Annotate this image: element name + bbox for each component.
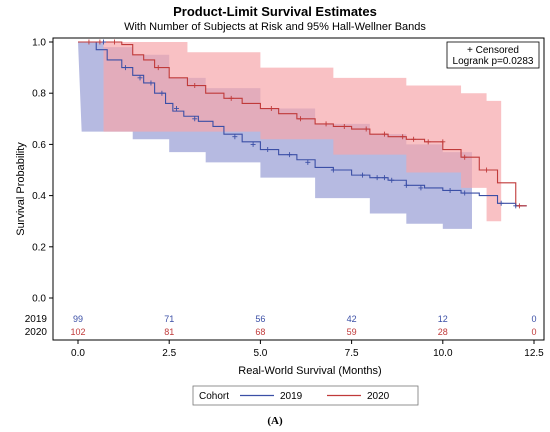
- risk-row-label-2020: 2020: [25, 327, 48, 338]
- risk-count: 0: [531, 314, 536, 324]
- censored-mark-2020: [155, 65, 161, 71]
- plot-area: + Censored Logrank p=0.0283 2019 99 71 56 42…: [25, 37, 545, 341]
- censored-mark-2019: [447, 187, 453, 193]
- censored-label: + Censored: [467, 45, 519, 56]
- x-axis: 0.0 2.5 5.0 7.5 10.0 12.5: [71, 340, 544, 359]
- censored-mark-2020: [462, 154, 468, 160]
- x-tick-label: 5.0: [253, 348, 267, 359]
- censored-mark-2019: [381, 175, 387, 181]
- risk-table: 2019 99 71 56 42 12 0 2020 102 81 68 59 28 0: [25, 314, 537, 338]
- risk-count: 99: [73, 314, 83, 324]
- risk-count: 68: [255, 327, 265, 337]
- logrank-label: Logrank p=0.0283: [453, 56, 534, 67]
- censored-mark-2019: [265, 147, 271, 153]
- censored-mark-2020: [97, 39, 103, 45]
- risk-count: 42: [347, 314, 357, 324]
- censored-mark-2020: [341, 123, 347, 129]
- censored-mark-2020: [411, 136, 417, 142]
- censored-mark-2019: [148, 80, 154, 86]
- censored-mark-2020: [298, 116, 304, 122]
- censored-mark-2019: [462, 190, 468, 196]
- censored-mark-2020: [400, 134, 406, 140]
- y-axis: 0.0 0.2 0.4 0.6 0.8 1.0: [32, 38, 53, 305]
- risk-count: 0: [531, 327, 536, 337]
- legend-label-2019: 2019: [280, 391, 303, 402]
- censored-mark-2019: [137, 75, 143, 81]
- risk-count: 12: [438, 314, 448, 324]
- chart-subtitle: With Number of Subjects at Risk and 95% …: [124, 21, 426, 33]
- censored-mark-2019: [232, 134, 238, 140]
- y-tick-label: 0.4: [32, 191, 46, 202]
- censored-mark-2019: [389, 177, 395, 183]
- inset-box: + Censored Logrank p=0.0283: [446, 41, 540, 69]
- censored-mark-2019: [403, 182, 409, 188]
- censored-mark-2019: [360, 172, 366, 178]
- y-tick-label: 0.0: [32, 294, 46, 305]
- risk-count: 59: [347, 327, 357, 337]
- censored-mark-2019: [498, 200, 504, 206]
- censored-mark-2019: [250, 141, 256, 147]
- risk-count: 102: [70, 327, 85, 337]
- censored-mark-2020: [440, 139, 446, 145]
- x-tick-label: 7.5: [345, 348, 359, 359]
- censored-mark-2019: [330, 167, 336, 173]
- plot-frame: [52, 37, 545, 341]
- risk-count: 28: [438, 327, 448, 337]
- x-axis-label: Real-World Survival (Months): [238, 365, 381, 377]
- censored-mark-2020: [381, 131, 387, 137]
- inset-frame: [446, 41, 540, 69]
- censored-mark-2020: [363, 126, 369, 132]
- censored-mark-2019: [374, 175, 380, 181]
- censored-mark-2019: [287, 152, 293, 158]
- y-tick-label: 0.2: [32, 242, 46, 253]
- censored-mark-2020: [86, 39, 92, 45]
- censored-marks: [86, 39, 522, 209]
- censored-mark-2020: [192, 83, 198, 89]
- censored-mark-2020: [516, 203, 522, 209]
- censored-mark-2019: [173, 106, 179, 112]
- band-2020: [103, 42, 502, 242]
- censored-mark-2019: [418, 185, 424, 191]
- y-tick-label: 0.6: [32, 140, 46, 151]
- censored-mark-2019: [122, 65, 128, 71]
- x-tick-label: 0.0: [71, 348, 85, 359]
- y-tick-label: 0.8: [32, 89, 46, 100]
- x-tick-label: 10.0: [433, 348, 453, 359]
- y-tick-label: 1.0: [32, 38, 46, 49]
- censored-mark-2020: [268, 106, 274, 112]
- censored-mark-2020: [111, 39, 117, 45]
- risk-row-label-2019: 2019: [25, 314, 48, 325]
- figure-caption: (A): [267, 415, 283, 427]
- censored-mark-2020: [425, 139, 431, 145]
- y-axis-label: Survival Probability: [15, 142, 27, 236]
- risk-count: 81: [164, 327, 174, 337]
- legend: Cohort 2019 2020: [192, 385, 419, 406]
- x-tick-label: 2.5: [162, 348, 176, 359]
- risk-count: 56: [255, 314, 265, 324]
- confidence-bands: [78, 42, 502, 242]
- censored-mark-2019: [305, 159, 311, 165]
- censored-mark-2019: [192, 116, 198, 122]
- censored-mark-2020: [228, 95, 234, 101]
- legend-title: Cohort: [199, 391, 229, 402]
- legend-label-2020: 2020: [367, 391, 390, 402]
- risk-count: 71: [164, 314, 174, 324]
- censored-mark-2019: [159, 90, 165, 96]
- censored-mark-2020: [484, 167, 490, 173]
- x-tick-label: 12.5: [524, 348, 544, 359]
- chart-title: Product-Limit Survival Estimates: [173, 4, 377, 19]
- censored-mark-2020: [323, 121, 329, 127]
- legend-frame: [192, 385, 419, 406]
